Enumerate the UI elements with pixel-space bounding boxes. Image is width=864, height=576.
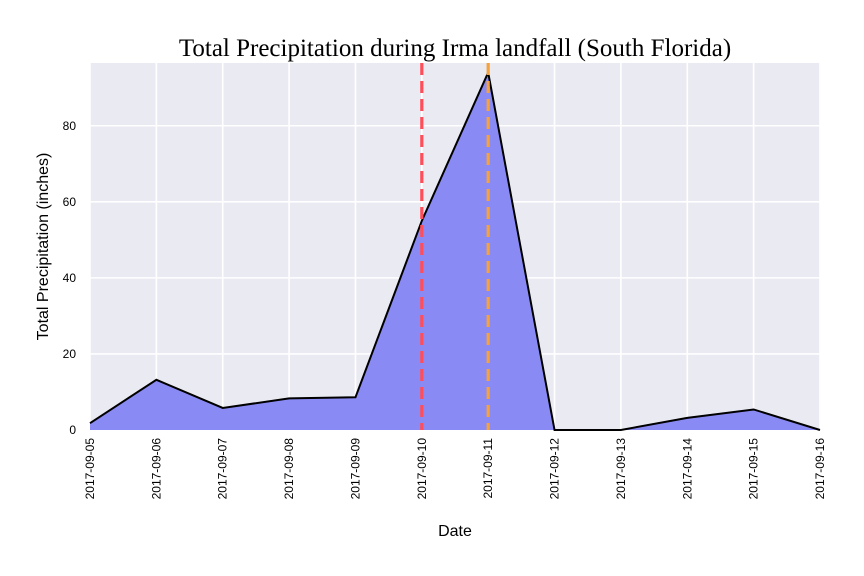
y-tick-label: 40	[63, 271, 77, 285]
precipitation-line	[89, 69, 821, 431]
event-lines	[420, 63, 490, 430]
x-tick-label: 2017-09-15	[747, 438, 761, 500]
y-tick-label: 0	[69, 423, 76, 437]
x-tick-label: 2017-09-16	[813, 438, 827, 500]
x-tick-label: 2017-09-11	[481, 438, 495, 499]
x-tick-label: 2017-09-05	[83, 438, 97, 500]
y-tick-label: 20	[63, 347, 77, 361]
x-tick-label: 2017-09-10	[415, 438, 429, 500]
x-tick-label: 2017-09-13	[614, 438, 628, 500]
y-tick-labels: 0 20 40 60 80	[63, 119, 77, 437]
x-tick-label: 2017-09-07	[216, 438, 230, 500]
x-tick-label: 2017-09-09	[348, 438, 362, 500]
x-tick-label: 2017-09-12	[548, 438, 562, 500]
y-axis-label: Total Precipitation (inches)	[35, 153, 52, 341]
x-axis-label: Date	[438, 523, 472, 540]
x-tick-label: 2017-09-08	[282, 438, 296, 500]
x-tick-label: 2017-09-14	[680, 438, 694, 500]
precipitation-area	[90, 72, 820, 430]
x-tick-labels: 2017-09-05 2017-09-06 2017-09-07 2017-09-08…	[83, 438, 827, 500]
y-tick-label: 60	[63, 195, 77, 209]
x-tick-label: 2017-09-06	[149, 438, 163, 500]
y-tick-label: 80	[63, 119, 77, 133]
chart-title: Total Precipitation during Irma landfall…	[179, 35, 731, 62]
